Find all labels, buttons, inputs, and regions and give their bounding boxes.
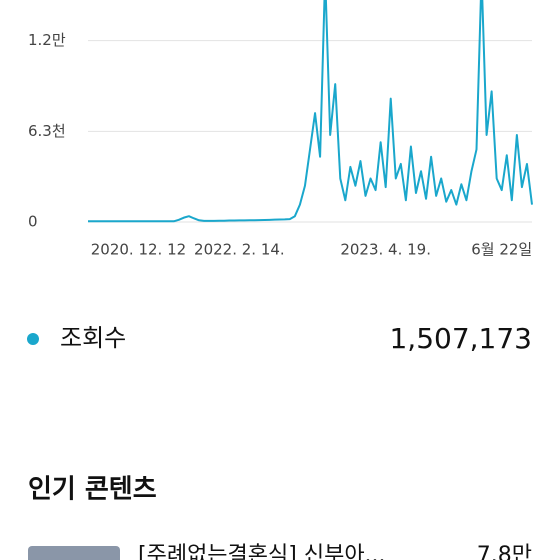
legend-dot — [27, 333, 39, 345]
y-tick-label: 0 — [28, 213, 38, 231]
x-tick-label: 2023. 4. 19. — [340, 241, 431, 259]
x-tick-label: 2022. 2. 14. — [194, 241, 285, 259]
x-tick-label: 2020. 12. 12 — [91, 241, 186, 259]
x-tick-label: 6월 22일 — [471, 241, 532, 259]
thumbnail[interactable] — [28, 546, 120, 560]
item-title[interactable]: [주례없는결혼식] 신부아... — [138, 543, 386, 560]
section-title: 인기 콘텐츠 — [28, 475, 157, 505]
line — [88, 0, 533, 223]
y-tick-label: 6.3천 — [28, 122, 66, 140]
total-views: 1,507,173 — [389, 322, 532, 355]
legend-label: 조회수 — [60, 324, 126, 352]
item-views: 7.8만 — [477, 543, 532, 560]
y-tick-label: 1.2만 — [28, 31, 66, 49]
